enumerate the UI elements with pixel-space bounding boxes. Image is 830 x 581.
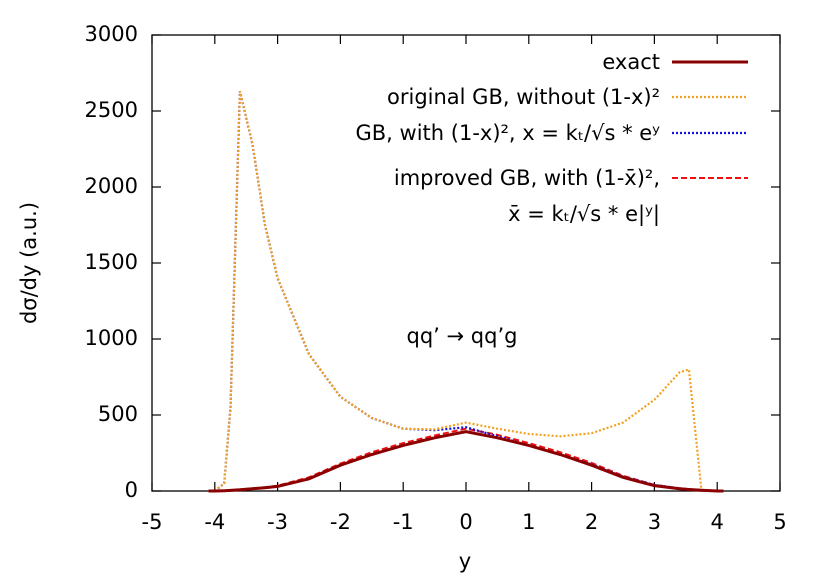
x-tick-label: 0 [459, 510, 472, 534]
x-tick-label: 5 [773, 510, 786, 534]
series-line [208, 430, 724, 493]
y-tick-label: 0 [125, 478, 138, 502]
y-tick-label: 2500 [85, 98, 138, 122]
x-tick-label: -4 [204, 510, 225, 534]
y-axis-label: dσ/dy (a.u.) [17, 202, 41, 324]
legend-label: GB, with (1-x)², x = kₜ/√s * eʸ [356, 121, 661, 145]
y-tick-label: 1000 [85, 326, 138, 350]
y-tick-label: 500 [98, 402, 138, 426]
legend-label: original GB, without (1-x)² [387, 85, 660, 109]
x-tick-label: 3 [648, 510, 661, 534]
x-tick-label: 1 [522, 510, 535, 534]
legend-label: exact [602, 50, 660, 74]
series-line [214, 90, 703, 492]
annotation: qq’ → qq’g [407, 324, 518, 348]
legend-label: improved GB, with (1-x̄)², x̄ = kₜ/√s * e… [394, 166, 660, 227]
x-tick-label: -5 [142, 510, 163, 534]
x-tick-label: -2 [330, 510, 351, 534]
x-tick-label: -1 [393, 510, 414, 534]
x-tick-label: 4 [711, 510, 724, 534]
x-axis-label: y [459, 549, 471, 573]
y-tick-label: 1500 [85, 250, 138, 274]
x-tick-label: 2 [585, 510, 598, 534]
x-tick-label: -3 [267, 510, 288, 534]
y-tick-label: 3000 [85, 22, 138, 46]
y-tick-label: 2000 [85, 174, 138, 198]
